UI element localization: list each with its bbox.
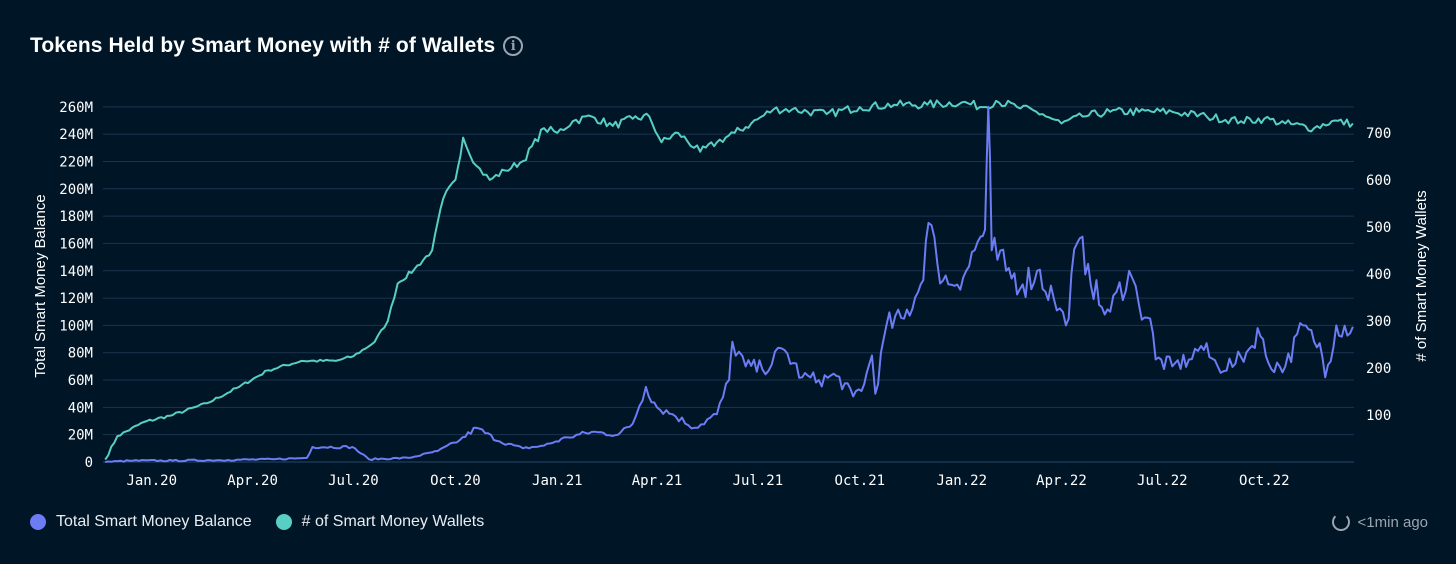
y-tick-label: 120M (59, 291, 93, 307)
grid-lines (103, 106, 1354, 463)
legend-dot-balance (30, 514, 46, 530)
refresh-clock-icon (1331, 513, 1350, 531)
y2-tick-label: 700 (1366, 126, 1391, 142)
x-tick-label: Apr.21 (632, 473, 683, 489)
x-tick-label: Jul.21 (733, 473, 784, 489)
x-tick-label: Apr.22 (1036, 473, 1087, 489)
x-tick-label: Jan.22 (936, 473, 987, 489)
x-tick-label: Jan.21 (532, 473, 583, 489)
legend-item-balance[interactable]: Total Smart Money Balance (30, 513, 252, 531)
y-tick-label: 180M (59, 209, 93, 225)
series-line-balance (105, 105, 1354, 463)
y2-tick-label: 200 (1366, 361, 1391, 377)
y-tick-label: 160M (59, 236, 93, 252)
x-tick-label: Jul.20 (328, 473, 379, 489)
x-tick-label: Oct.21 (835, 473, 886, 489)
x-axis-ticks: Jan.20 Apr.20 Jul.20 Oct.20 Jan.21 Apr.21 Jul.… (126, 473, 1289, 489)
left-axis-ticks: 0 20M 40M 60M 80M 100M 120M 140M 160M 180M 200M 220… (59, 100, 93, 471)
x-tick-label: Jul.22 (1137, 473, 1188, 489)
y-tick-label: 60M (68, 373, 93, 389)
refresh-status[interactable]: <1min ago (1331, 513, 1428, 531)
y-tick-label: 100M (59, 318, 93, 334)
y-tick-label: 240M (59, 127, 93, 143)
chart-title: Tokens Held by Smart Money with # of Wal… (30, 34, 524, 58)
y-tick-label: 260M (59, 100, 93, 116)
legend: Total Smart Money Balance # of Smart Mon… (30, 513, 508, 531)
x-tick-label: Jan.20 (126, 473, 177, 489)
y2-tick-label: 400 (1366, 267, 1391, 283)
series-line-wallets (104, 99, 1354, 461)
y-tick-label: 20M (68, 428, 93, 444)
y-tick-label: 80M (68, 346, 93, 362)
right-axis-title: # of Smart Money Wallets (1413, 190, 1430, 361)
y-tick-label: 40M (68, 400, 93, 416)
legend-dot-wallets (275, 514, 292, 530)
y-tick-label: 0 (85, 455, 93, 471)
y-tick-label: 200M (59, 182, 93, 198)
y-tick-label: 220M (59, 154, 93, 170)
y2-tick-label: 300 (1366, 314, 1391, 330)
x-tick-label: Oct.20 (430, 473, 481, 489)
legend-label-wallets: # of Smart Money Wallets (301, 513, 485, 530)
y-tick-label: 140M (59, 264, 93, 280)
y2-tick-label: 600 (1366, 173, 1391, 189)
x-tick-label: Apr.20 (227, 473, 278, 489)
x-tick-label: Oct.22 (1239, 473, 1290, 489)
y2-tick-label: 100 (1366, 408, 1391, 424)
info-icon[interactable]: i (503, 36, 524, 56)
refresh-text: <1min ago (1357, 513, 1428, 531)
chart-title-text: Tokens Held by Smart Money with # of Wal… (30, 34, 496, 57)
y2-tick-label: 500 (1366, 220, 1391, 236)
legend-item-wallets[interactable]: # of Smart Money Wallets (275, 513, 485, 531)
legend-label-balance: Total Smart Money Balance (56, 513, 252, 530)
series-lines (104, 99, 1354, 463)
left-axis-title: Total Smart Money Balance (32, 194, 49, 377)
right-axis-ticks: 100 200 300 400 500 600 700 (1366, 126, 1391, 424)
